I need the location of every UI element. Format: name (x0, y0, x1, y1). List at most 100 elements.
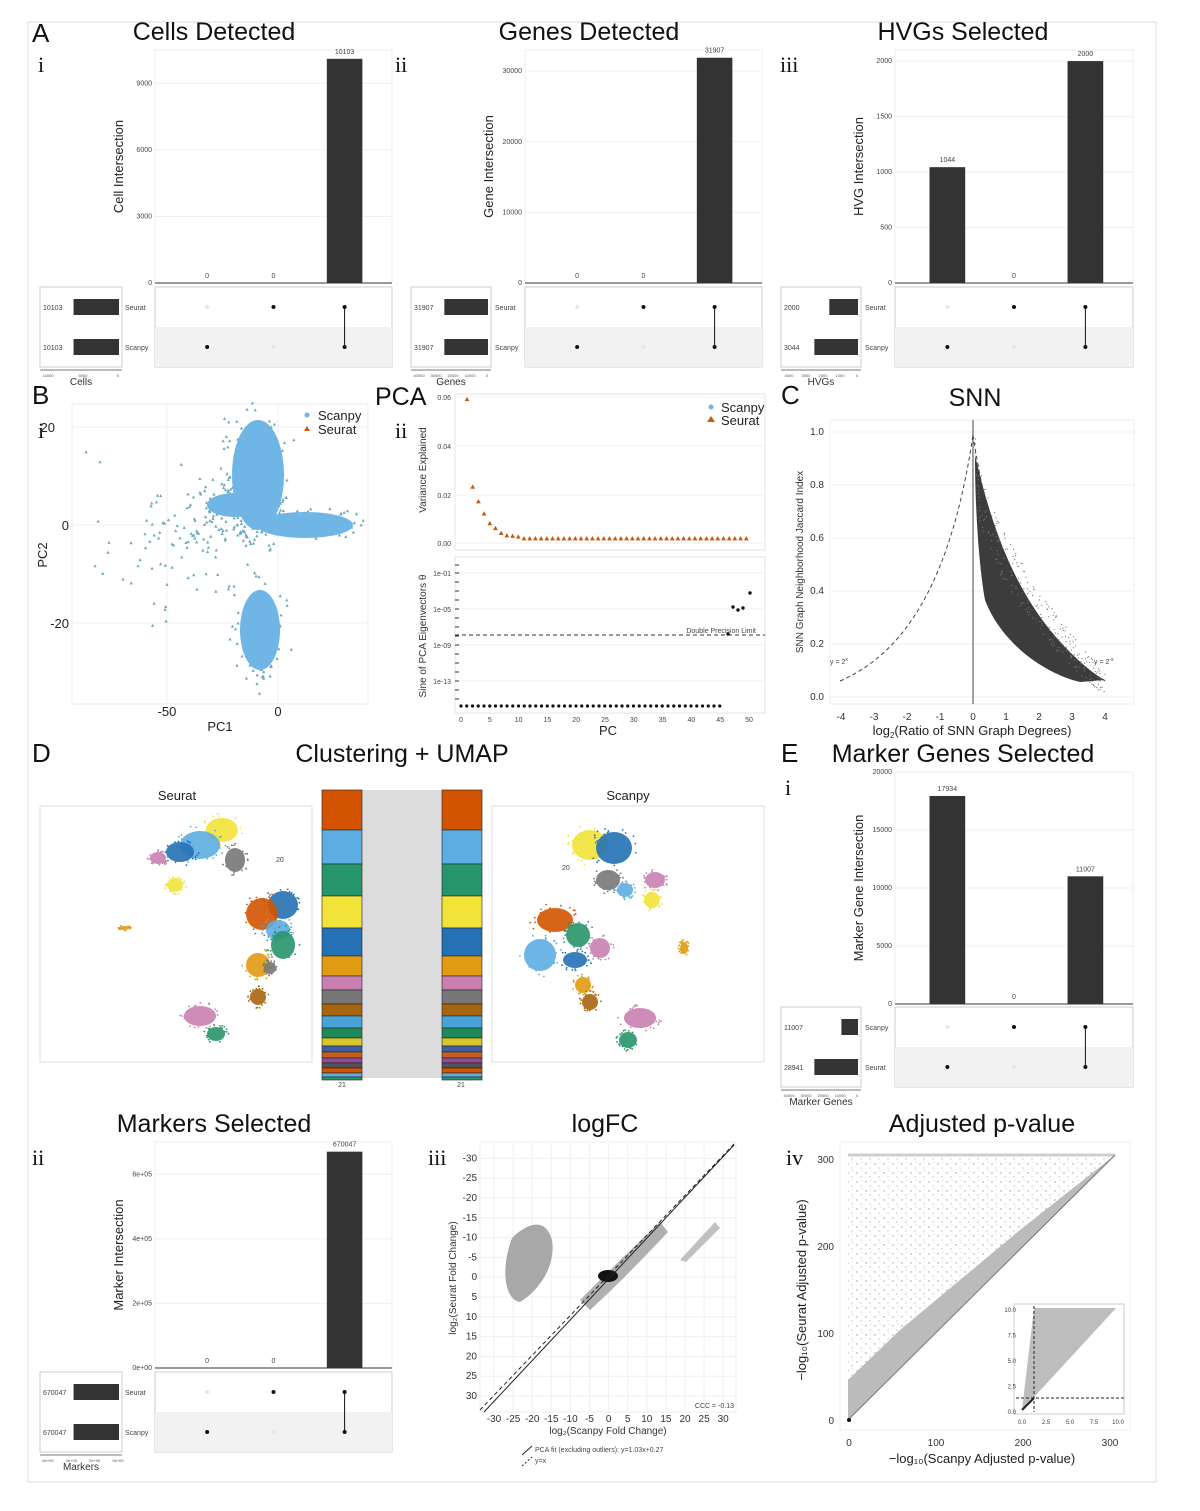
umap-point (580, 999, 583, 1001)
umap-point (644, 889, 647, 892)
pca-point (164, 619, 168, 623)
sankey-cluster-block (321, 789, 363, 831)
umap-point (249, 990, 252, 993)
pca-point (309, 507, 313, 511)
snn-dot (1003, 557, 1005, 559)
umap-point (180, 889, 183, 892)
variance-point (572, 536, 578, 541)
set-name-label: Seurat (495, 305, 516, 312)
pca-point (230, 624, 235, 628)
variance-point (726, 536, 732, 541)
sine-point (470, 704, 475, 708)
pca-point (214, 548, 218, 552)
pca-point (226, 587, 231, 591)
sine-point (603, 704, 607, 708)
umap-point (595, 1008, 597, 1011)
umap-point (593, 880, 596, 883)
snn-dot (983, 519, 985, 521)
umap-point (687, 949, 690, 952)
pca-point (285, 478, 289, 482)
bar-value-label: 0 (642, 273, 646, 280)
umap-point (619, 1033, 621, 1036)
umap-point (184, 886, 187, 888)
pval-xtick: 300 (1102, 1438, 1119, 1449)
variance-point (681, 536, 686, 541)
snn-dot (1053, 628, 1055, 631)
snn-dot (997, 520, 999, 523)
pca-point (186, 576, 190, 580)
umap-point (618, 1044, 621, 1047)
variance-point (624, 536, 629, 541)
umap-point (275, 966, 278, 968)
pca-point (223, 538, 227, 542)
variance-point (464, 396, 470, 402)
umap-point (269, 897, 272, 899)
title-snn: SNN (949, 384, 1002, 412)
sine-point (626, 704, 630, 708)
umap-point (270, 960, 273, 963)
snn-dot (1051, 608, 1053, 610)
umap-point (540, 908, 542, 911)
umap-point (586, 1009, 589, 1012)
umap-point (679, 948, 681, 951)
umap-point (177, 876, 180, 879)
snn-dot (1076, 665, 1078, 668)
logfc-xticks: -30 -25 -20 -15 -10 -5 0 5 10 15 20 25 30 (487, 1414, 729, 1425)
umap-point (643, 886, 646, 889)
pca-point (222, 483, 226, 487)
umap-point (288, 919, 291, 921)
bar-value-label: 11007 (1076, 866, 1095, 873)
intersection-bar (696, 57, 733, 284)
sankey-left-count: 21 (338, 1082, 346, 1089)
umap-point (247, 995, 249, 998)
umap-point (194, 1004, 197, 1007)
snn-dot (995, 536, 997, 538)
umap-point (194, 856, 197, 858)
sine-point (637, 704, 641, 708)
umap-point (205, 1026, 207, 1029)
pca-point (281, 509, 285, 513)
pca-point (354, 512, 359, 516)
pca-point (269, 664, 273, 668)
snn-dot (1099, 677, 1101, 679)
snn-dot (1009, 543, 1012, 546)
snn-dot (1094, 670, 1096, 673)
snn-ytick: 1.0 (810, 427, 824, 438)
snn-dot (1020, 605, 1022, 607)
logfc-xtick: 10 (641, 1414, 653, 1425)
pca-point (199, 492, 203, 496)
pca-point (272, 422, 277, 426)
umap-point (158, 863, 161, 866)
pca-xlabel: PC1 (207, 719, 232, 734)
sine-point (534, 704, 538, 708)
umap-point (267, 936, 270, 939)
snn-dot (1091, 677, 1093, 679)
umap-cluster (207, 1027, 225, 1041)
inset-ytick: 5.0 (1008, 1359, 1017, 1365)
umap-point (245, 969, 248, 972)
pca-point (280, 499, 285, 503)
var-ytick-2: 0.02 (437, 493, 451, 500)
snn-dot (1006, 578, 1008, 580)
umap-point (629, 1008, 632, 1010)
snn-dot (995, 558, 997, 560)
umap-point (288, 928, 291, 931)
pval-ylabel: −log₁₀(Seurat Adjusted p-value) (794, 1199, 809, 1380)
logfc-legend-fit: PCA fit (excluding outliers): y=1.03x+0.… (535, 1447, 664, 1454)
umap-point (642, 894, 645, 896)
snn-dot (1019, 582, 1022, 584)
umap-point (262, 964, 265, 967)
umap-point (602, 934, 605, 937)
set-name-label: Seurat (125, 305, 146, 312)
umap-point (230, 844, 233, 847)
pca-point (272, 542, 276, 546)
pca-point (223, 488, 228, 492)
umap-point (172, 891, 175, 894)
panel-letter-e: E (781, 738, 798, 768)
matrix-dot-filled (1012, 305, 1016, 309)
pca-point (236, 610, 240, 614)
pca-point (150, 566, 154, 570)
snn-dot (983, 530, 985, 533)
snn-left-curve-label: y = 2x (830, 657, 848, 666)
matrix-dot-empty (271, 1430, 276, 1434)
